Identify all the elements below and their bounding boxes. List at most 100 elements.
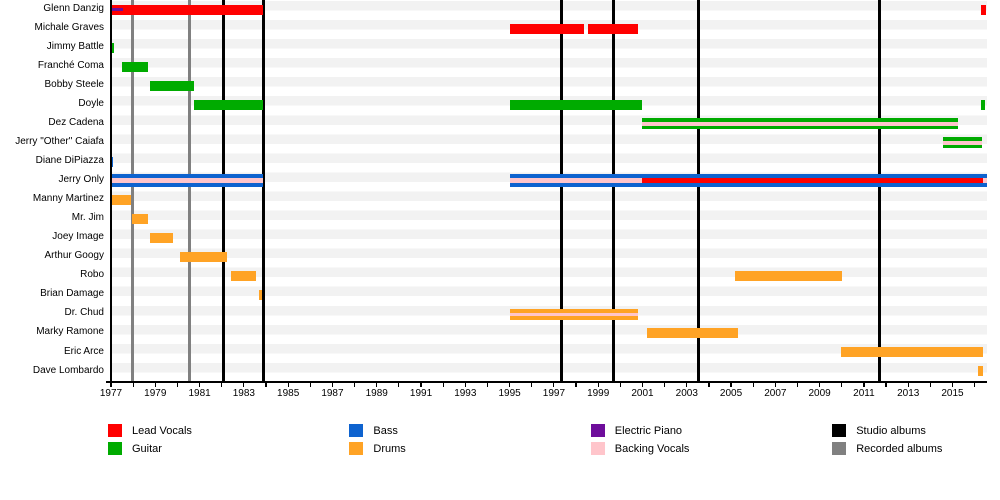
axis-tick-label-2003: 2003	[675, 388, 698, 399]
axis-tick-1978	[132, 382, 134, 387]
axis-tick-label-1995: 1995	[498, 388, 521, 399]
axis-tick-label-1987: 1987	[321, 388, 344, 399]
axis-tick-2008	[796, 382, 799, 387]
legend-label-backing-vocals: Backing Vocals	[614, 442, 690, 455]
row-label-dr-chud: Dr. Chud	[64, 307, 104, 319]
axis-tick-2009	[819, 382, 821, 387]
timeline-bar-arthur-googy-drums	[180, 252, 227, 263]
overlay-stripe-dez-cadena-backing_vocals	[642, 122, 959, 126]
timeline-bar-mr-jim-drums	[131, 214, 149, 225]
axis-tick-1989	[376, 382, 378, 387]
axis-tick-label-2011: 2011	[853, 388, 875, 399]
axis-tick-1984	[265, 382, 267, 387]
row-label-diane-dipiazza: Diane DiPiazza	[35, 155, 104, 166]
row-label-dez-cadena: Dez Cadena	[48, 116, 104, 128]
axis-tick-label-2009: 2009	[808, 388, 831, 399]
axis-tick-1993	[464, 382, 466, 387]
axis-tick-2011	[863, 382, 865, 387]
studio-album-line	[611, 0, 615, 381]
overlay-stripe-jerry-only-backing_vocals	[111, 178, 264, 184]
row-label-manny-martinez: Manny Martinez	[32, 193, 104, 205]
axis-tick-1980	[176, 382, 179, 387]
studio-album-line	[696, 0, 700, 381]
studio-album-line	[261, 0, 265, 381]
axis-tick-label-2005: 2005	[719, 388, 743, 399]
axis-tick-label-1989: 1989	[365, 388, 388, 399]
studio-album-line	[877, 0, 881, 381]
axis-tick-1996	[531, 382, 533, 387]
row-label-jerry-other-caiafa: Jerry "Other" Caiafa	[15, 135, 104, 147]
row-label-franch-coma: Franché Coma	[37, 59, 104, 71]
timeline-bar-doyle-guitar	[980, 99, 986, 110]
timeline-bar-glenn-danzig-lead_vocals	[111, 4, 264, 15]
timeline-bar-diane-dipiazza-bass	[111, 156, 114, 167]
timeline-bar-doyle-guitar	[509, 99, 643, 110]
axis-tick-1986	[309, 382, 311, 387]
axis-tick-2007	[774, 382, 776, 387]
axis-tick-1985	[287, 382, 289, 387]
legend-swatch-drums	[349, 442, 364, 455]
row-label-robo: Robo	[80, 269, 104, 281]
axis-tick-label-1997: 1997	[542, 388, 566, 399]
axis-tick-1979	[154, 382, 156, 387]
recorded-album-line	[187, 0, 191, 381]
axis-tick-2010	[841, 382, 843, 387]
axis-tick-1991	[420, 382, 422, 387]
timeline-bar-michale-graves-lead_vocals	[509, 23, 584, 34]
axis-tick-label-1993: 1993	[454, 388, 477, 399]
axis-tick-2003	[686, 382, 688, 387]
legend-label-electric-piano: Electric Piano	[614, 424, 683, 437]
timeline-bar-doyle-guitar	[194, 99, 264, 110]
studio-album-line	[560, 0, 564, 381]
axis-tick-2013	[907, 382, 909, 387]
x-axis	[106, 381, 987, 383]
overlay-stripe-jerry-only-backing_vocals	[982, 178, 988, 184]
timeline-bar-robo-drums	[231, 271, 256, 282]
axis-tick-1982	[221, 382, 223, 387]
row-label-brian-damage: Brian Damage	[40, 288, 104, 300]
recorded-album-line	[130, 0, 134, 381]
timeline-bar-dave-lombardo-drums	[978, 366, 984, 377]
overlay-stripe-jerry-only-backing_vocals	[509, 178, 643, 184]
axis-tick-1988	[353, 382, 356, 387]
row-label-bobby-steele: Bobby Steele	[44, 78, 105, 90]
overlay-stripe-dr-chud-backing_vocals	[509, 312, 638, 317]
axis-tick-2014	[929, 382, 931, 387]
timeline-bar-glenn-danzig-lead_vocals	[980, 4, 986, 15]
legend-swatch-electric-piano	[590, 424, 605, 437]
row-label-arthur-googy: Arthur Googy	[44, 250, 104, 262]
axis-tick-1990	[398, 382, 400, 387]
legend-label-guitar: Guitar	[132, 442, 162, 455]
axis-tick-1994	[486, 382, 489, 387]
axis-tick-1992	[442, 382, 444, 387]
timeline-bar-robo-drums	[735, 271, 842, 282]
overlay-stripe-jerry-other-caiafa-backing_vocals	[942, 141, 983, 145]
axis-tick-2002	[664, 382, 666, 387]
legend-swatch-lead-vocals	[108, 424, 122, 437]
axis-tick-1995	[509, 382, 511, 387]
studio-album-line	[222, 0, 226, 381]
axis-tick-1999	[597, 382, 599, 387]
legend-label-recorded-albums: Recorded albums	[856, 442, 943, 455]
axis-tick-label-1985: 1985	[277, 388, 300, 399]
y-axis	[110, 0, 112, 383]
axis-tick-2000	[619, 382, 621, 387]
axis-tick-2005	[730, 382, 732, 387]
row-label-jerry-only: Jerry Only	[58, 174, 104, 186]
axis-tick-2001	[641, 382, 644, 387]
row-label-doyle: Doyle	[78, 97, 104, 109]
legend-label-studio-albums: Studio albums	[856, 424, 926, 437]
axis-tick-2012	[885, 382, 887, 387]
timeline-bar-brian-damage-drums	[258, 290, 262, 301]
timeline-bar-eric-arce-drums	[841, 347, 983, 358]
axis-tick-label-1983: 1983	[232, 388, 255, 399]
row-label-joey-image: Joey Image	[52, 231, 104, 243]
timeline-bar-franch-coma-guitar	[121, 61, 149, 72]
row-label-eric-arce: Eric Arce	[63, 345, 104, 357]
legend-label-lead-vocals: Lead Vocals	[132, 424, 192, 437]
axis-tick-label-1981: 1981	[188, 388, 211, 399]
legend-label-drums: Drums	[373, 442, 406, 455]
legend-swatch-studio-albums	[832, 424, 847, 437]
legend-swatch-backing-vocals	[590, 442, 605, 455]
